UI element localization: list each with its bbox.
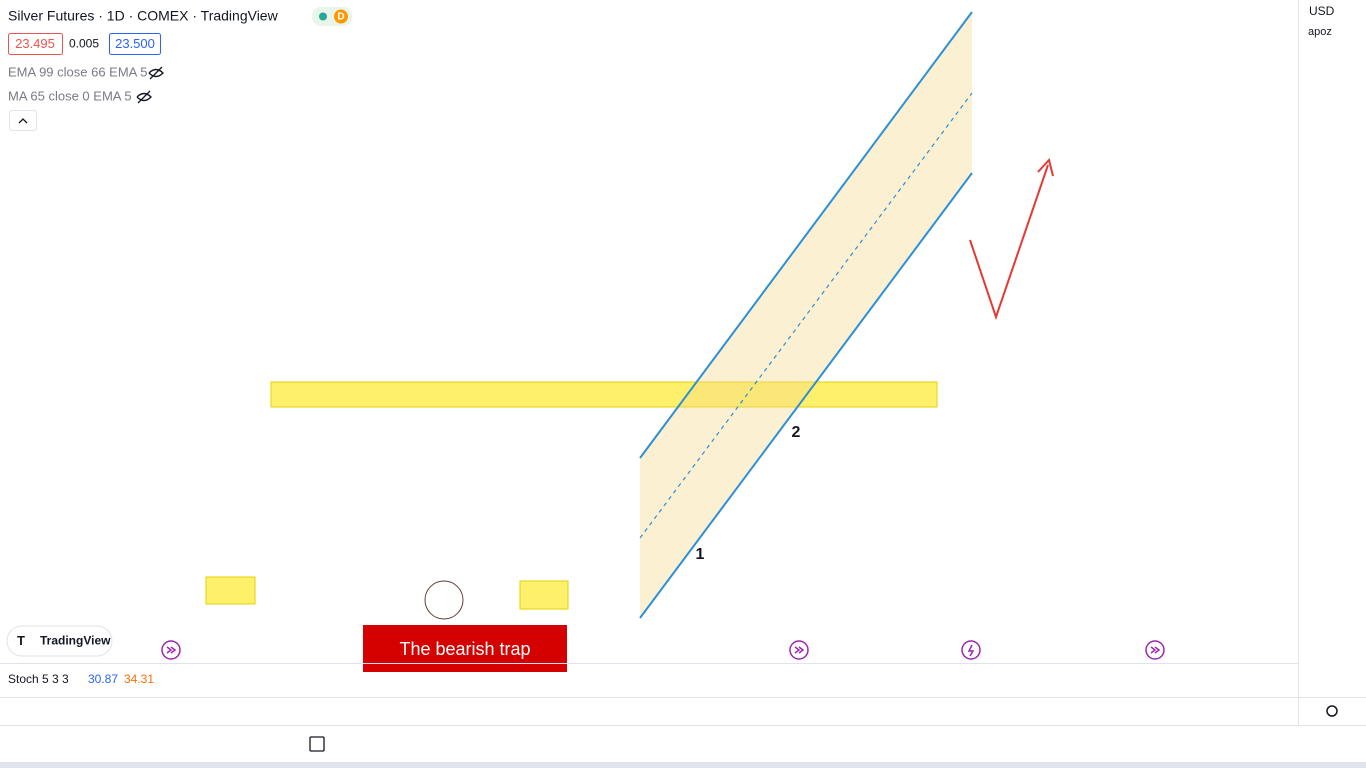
zone xyxy=(519,580,569,610)
logo-box[interactable] xyxy=(6,625,113,657)
bid-box[interactable] xyxy=(8,33,63,55)
events xyxy=(161,640,1165,660)
logo-mark: T xyxy=(17,633,25,648)
zone xyxy=(205,576,256,605)
event-icon[interactable] xyxy=(789,640,809,660)
stoch-k: 30.87 xyxy=(88,672,118,686)
event-icon[interactable] xyxy=(161,640,181,660)
symbol-title: Silver Futures · 1D · COMEX · TradingVie… xyxy=(8,8,279,24)
logo: TradingView xyxy=(40,634,111,648)
indicator-label: MA 65 close 0 EMA 5 xyxy=(8,88,132,103)
indicator-label: EMA 99 close 66 EMA 5 xyxy=(8,64,147,79)
arrow-head xyxy=(1037,157,1054,177)
stoch-d: 34.31 xyxy=(124,672,154,686)
settings-icon[interactable] xyxy=(1326,705,1338,717)
price-axis-bg xyxy=(1298,0,1366,725)
eye-icon[interactable] xyxy=(148,66,164,80)
bottom-strip xyxy=(0,762,1366,768)
channel-upper xyxy=(639,11,973,459)
collapse-icon xyxy=(18,118,28,124)
channel-lower xyxy=(639,172,973,619)
wave-label: 2 xyxy=(792,424,801,441)
collapse-button[interactable] xyxy=(9,110,37,131)
event-icon[interactable] xyxy=(1145,640,1165,660)
badge: D xyxy=(337,12,344,23)
event-icon[interactable] xyxy=(961,640,981,660)
zone xyxy=(270,381,938,408)
wave-label: 1 xyxy=(696,546,705,563)
unit[interactable]: apoz xyxy=(1308,26,1332,38)
eye-icons xyxy=(136,66,164,104)
forecast-arrow xyxy=(969,164,1049,321)
ask-box[interactable] xyxy=(109,33,161,55)
currency[interactable]: USD xyxy=(1309,4,1335,18)
status-dot xyxy=(319,12,327,21)
trap-label: The bearish trap xyxy=(399,639,530,659)
bid: 23.495 xyxy=(15,36,55,51)
ask: 23.500 xyxy=(115,36,155,51)
trap-box xyxy=(363,625,567,672)
date-range-icon[interactable] xyxy=(309,736,325,752)
badge-bg xyxy=(334,9,348,24)
stoch-label: Stoch 5 3 3 xyxy=(8,672,69,686)
eye-icon[interactable] xyxy=(136,90,152,104)
channel-fill xyxy=(640,12,972,618)
spread: 0.005 xyxy=(69,37,99,51)
trap-circle xyxy=(424,580,464,620)
